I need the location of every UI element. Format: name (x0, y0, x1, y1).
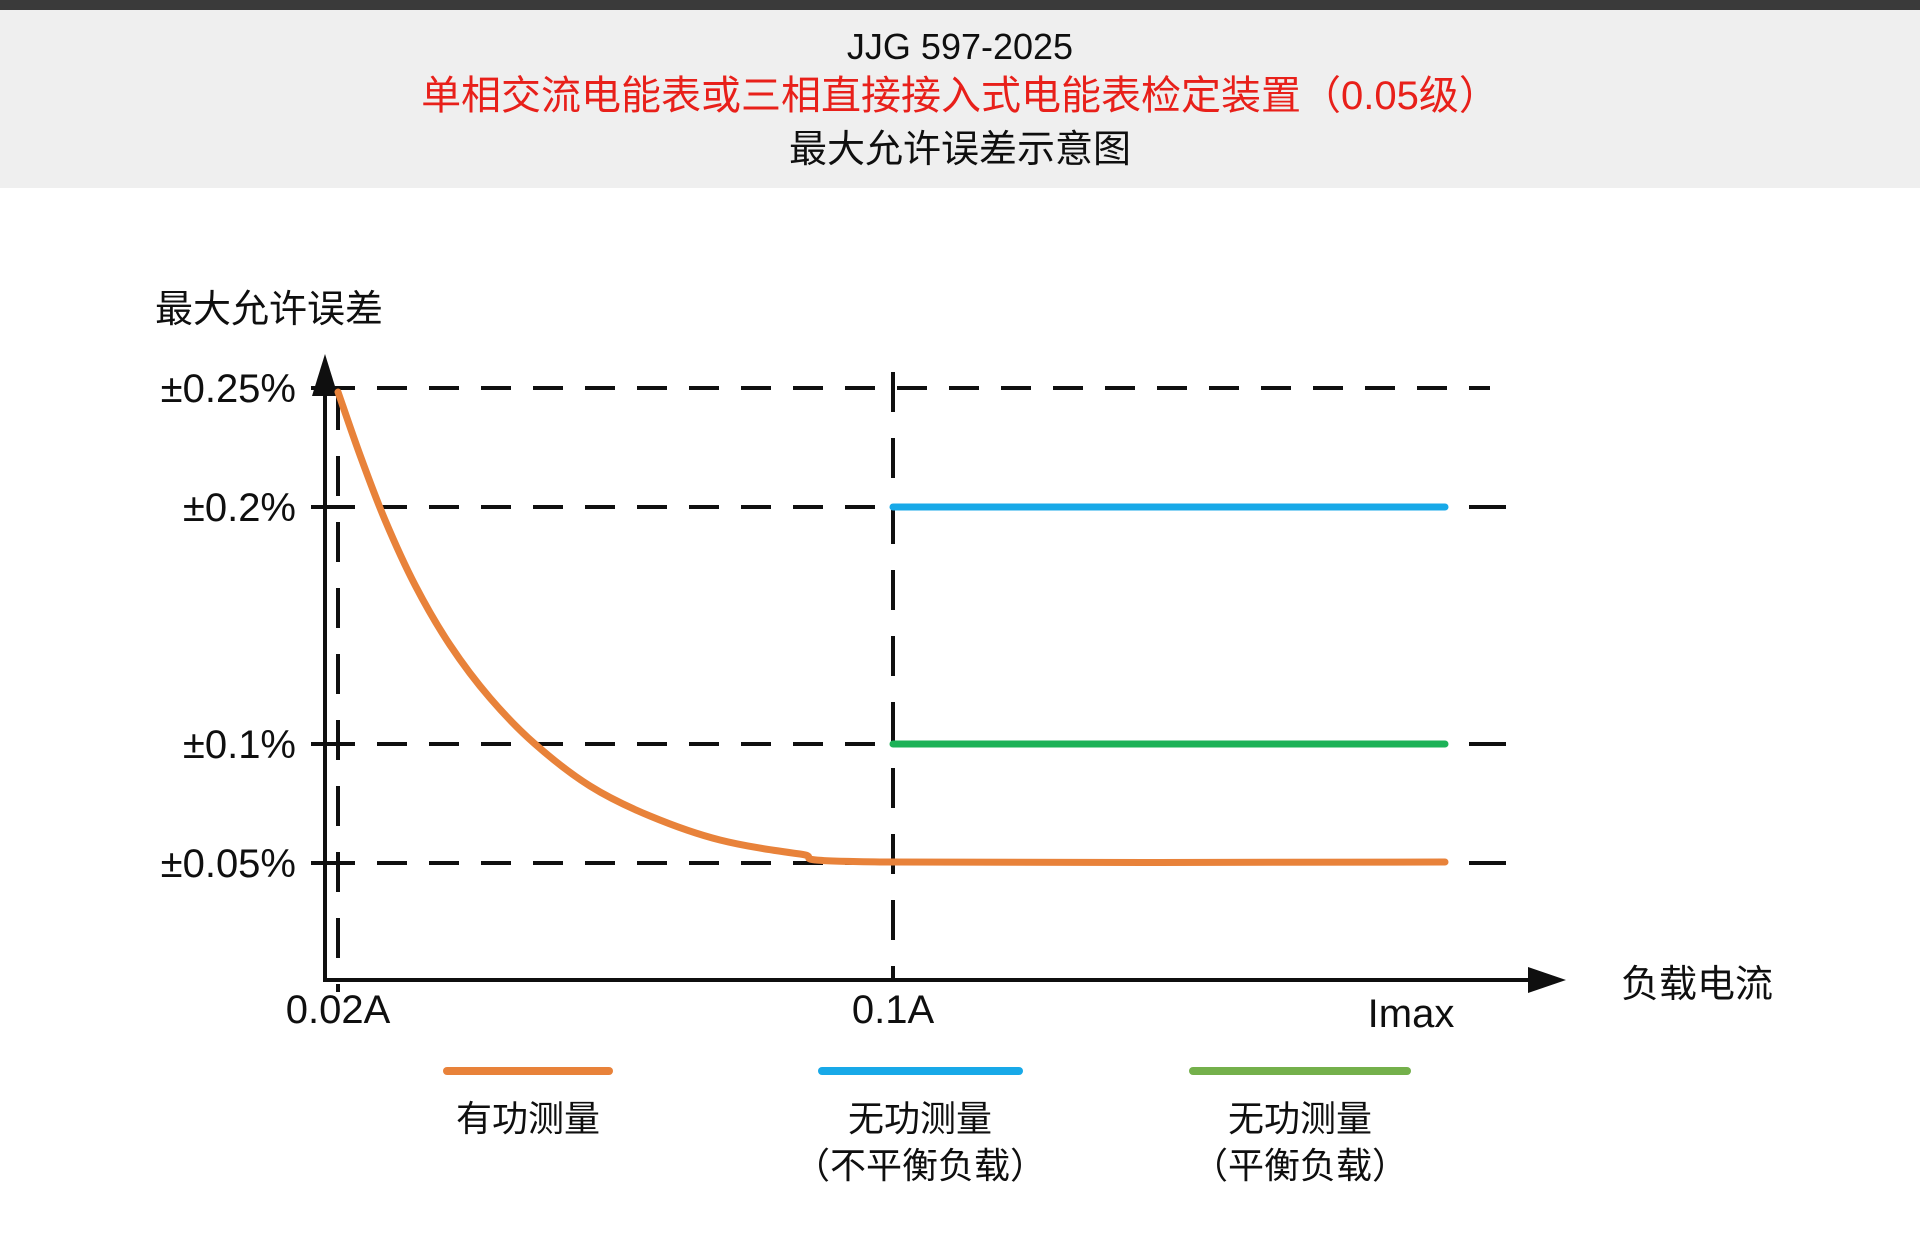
y-tick-label-01: ±0.1% (183, 723, 296, 767)
legend-sublabel-reactive-unbalanced: （不平衡负载） (793, 1145, 1047, 1186)
legend-swatch-reactive-unbalanced (817, 1067, 1023, 1075)
x-axis-title: 负载电流 (1621, 964, 1773, 1006)
y-tick-label-005: ±0.05% (161, 842, 296, 886)
x-tick-label-imax: Imax (1368, 992, 1455, 1036)
standard-number-title: JJG 597-2025 (846, 26, 1074, 67)
legend-label-reactive-balanced: 无功测量 (1227, 1098, 1372, 1139)
x-axis-arrow-icon (1528, 967, 1566, 993)
top-bar (0, 0, 1920, 10)
chart-title: 最大允许误差示意图 (788, 129, 1131, 171)
curve-active-power (334, 388, 1449, 867)
legend-item-reactive-unbalanced: 无功测量 （不平衡负载） (794, 1067, 1046, 1191)
y-tick-label-025: ±0.25% (161, 367, 296, 411)
legend-label-active-power: 有功测量 (455, 1098, 600, 1139)
y-axis-title: 最大允许误差 (155, 289, 383, 331)
x-tick-label-01A: 0.1A (852, 988, 935, 1032)
header-band (0, 10, 1920, 188)
legend-sublabel-reactive-balanced: （平衡负载） (1191, 1145, 1408, 1186)
legend-item-reactive-balanced: 无功测量 （平衡负载） (1189, 1067, 1411, 1191)
device-name-title: 单相交流电能表或三相直接接入式电能表检定装置（0.05级） (421, 74, 1499, 118)
legend-swatch-reactive-balanced (1189, 1067, 1411, 1075)
legend-label-reactive-unbalanced: 无功测量 (847, 1098, 993, 1139)
y-tick-label-02: ±0.2% (183, 486, 296, 530)
legend-swatch-active-power (443, 1067, 613, 1075)
y-axis-arrow-icon (312, 354, 338, 396)
legend-item-active-power: 有功测量 (443, 1067, 613, 1141)
x-tick-label-002A: 0.02A (286, 988, 391, 1032)
